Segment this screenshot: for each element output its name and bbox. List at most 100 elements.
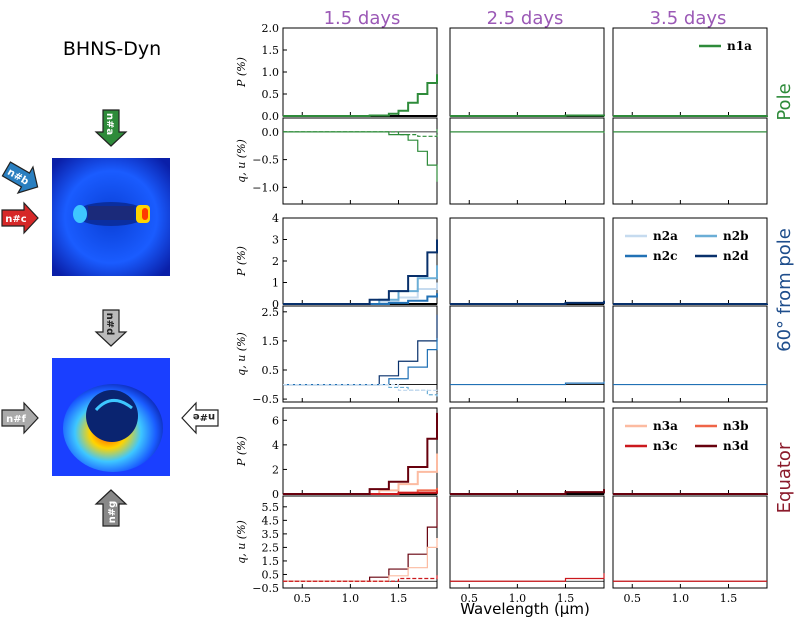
- y-tick-label: 4.5: [262, 514, 280, 527]
- arrow-2: n#b: [0, 156, 45, 200]
- arrow-3: n#c: [2, 203, 38, 233]
- panel-frame: [283, 118, 437, 204]
- series-line: [283, 538, 437, 581]
- arrow-4: n#d: [96, 310, 126, 346]
- legend-label: n3c: [653, 439, 677, 453]
- series-line: [283, 315, 437, 385]
- y-tick-label: 2: [272, 463, 279, 476]
- arrow-label: n#a: [104, 113, 115, 135]
- y-tick-label: 4: [272, 212, 279, 225]
- panel-frame: [283, 306, 437, 402]
- y-tick-label: −1.0: [252, 181, 279, 194]
- panel-frame: [283, 496, 437, 588]
- arrow-6: n#f: [2, 403, 38, 433]
- panel-frame: [450, 408, 604, 494]
- panel-frame: [613, 118, 767, 204]
- y-tick-label: 1.5: [262, 44, 280, 57]
- series-line: [283, 74, 437, 116]
- legend-label: n2d: [723, 249, 749, 263]
- series-line: [283, 129, 437, 136]
- figure: BHNS-Dyn 1.5 days 2.5 days 3.5 days Pole…: [0, 0, 801, 627]
- panel-frame: [450, 218, 604, 304]
- x-tick-label: 1.0: [342, 592, 360, 605]
- y-axis-label: q, u (%): [235, 332, 248, 376]
- x-tick-label: 0.5: [461, 592, 479, 605]
- arrow-1: n#a: [96, 110, 126, 146]
- heatmap-bottom: [52, 358, 170, 476]
- x-tick-label: 1.0: [672, 592, 690, 605]
- y-tick-label: 3: [272, 234, 279, 247]
- series-line: [283, 385, 437, 398]
- panel-frame: [450, 118, 604, 204]
- series-line: [613, 493, 767, 494]
- series-line: [283, 240, 437, 305]
- arrow-5: n#e: [182, 403, 218, 433]
- y-tick-label: 0.5: [262, 88, 280, 101]
- y-tick-label: 0.0: [262, 110, 280, 123]
- arrow-label: n#c: [5, 214, 26, 225]
- legend-label: n1a: [727, 39, 752, 53]
- arrow-label: n#d: [104, 313, 115, 336]
- series-line: [283, 413, 437, 494]
- series-line: [283, 293, 437, 304]
- column-title-0: 1.5 days: [324, 8, 401, 29]
- legend-label: n2a: [653, 229, 678, 243]
- row-title-sixty: 60° from pole: [774, 228, 795, 352]
- y-axis-label: q, u (%): [235, 520, 248, 564]
- x-tick-label: 1.5: [557, 592, 575, 605]
- arrow-label: n#g: [107, 501, 118, 524]
- series-line: [283, 574, 437, 581]
- y-tick-label: 3.5: [262, 528, 280, 541]
- y-tick-label: 2.5: [262, 306, 280, 319]
- y-tick-label: 0.5: [262, 364, 280, 377]
- y-axis-label: q, u (%): [235, 139, 248, 183]
- series-line: [283, 385, 437, 394]
- legend-label: n2b: [723, 229, 748, 243]
- arrow-label: n#e: [193, 411, 215, 422]
- row-title-equator: Equator: [774, 442, 795, 513]
- y-tick-label: −0.5: [252, 393, 279, 406]
- series-line: [450, 573, 604, 581]
- y-tick-label: 6: [272, 414, 279, 427]
- panel-frame: [613, 306, 767, 402]
- legend-label: n3a: [653, 419, 678, 433]
- model-title: BHNS-Dyn: [63, 38, 161, 60]
- y-tick-label: 0.5: [262, 568, 280, 581]
- y-tick-label: 2.5: [262, 541, 280, 554]
- row-title-pole: Pole: [774, 83, 795, 120]
- y-axis-label: P (%): [235, 57, 248, 88]
- y-tick-label: 1: [272, 277, 279, 290]
- y-tick-label: 2: [272, 255, 279, 268]
- x-tick-label: 0.5: [294, 592, 312, 605]
- y-axis-label: P (%): [235, 246, 248, 277]
- series-line: [283, 497, 437, 581]
- y-tick-label: −0.5: [252, 154, 279, 167]
- panel-frame: [283, 408, 437, 494]
- legend-label: n3d: [723, 439, 749, 453]
- arrow-label: n#f: [6, 414, 26, 425]
- series-line: [450, 132, 604, 133]
- y-axis-label: P (%): [235, 436, 248, 467]
- series-line: [283, 453, 437, 494]
- y-tick-label: 0.0: [262, 126, 280, 139]
- y-tick-label: 1.5: [262, 335, 280, 348]
- panel-frame: [450, 28, 604, 116]
- x-tick-label: 1.0: [509, 592, 527, 605]
- x-tick-label: 1.5: [720, 592, 738, 605]
- column-title-1: 2.5 days: [487, 8, 564, 29]
- series-line: [450, 115, 604, 116]
- legend-label: n2c: [653, 249, 677, 263]
- series-line: [283, 132, 437, 182]
- panel-frame: [613, 496, 767, 588]
- chart-panels: 0.0 0.5 1.0 1.5 2.0 P (%) n1a 0.0 −0.5 −1.0 q, u (…: [235, 22, 767, 605]
- arrow-7: n#g: [96, 490, 126, 526]
- x-tick-label: 1.5: [390, 592, 408, 605]
- column-title-2: 3.5 days: [650, 8, 727, 29]
- y-tick-label: 0: [272, 488, 279, 501]
- legend-label: n3b: [723, 419, 748, 433]
- y-tick-label: 5.5: [262, 501, 280, 514]
- y-tick-label: −0.5: [252, 582, 279, 595]
- series-line: [450, 382, 604, 385]
- panel-frame: [450, 306, 604, 402]
- series-line: [450, 301, 604, 304]
